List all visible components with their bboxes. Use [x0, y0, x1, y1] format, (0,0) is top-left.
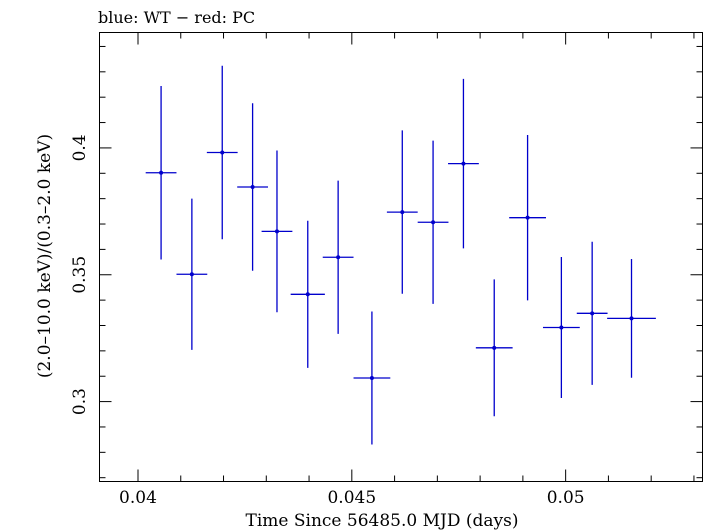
y-axis-label: (2.0–10.0 keV)/(0.3–2.0 keV) — [35, 134, 55, 378]
point-marker — [159, 170, 164, 175]
point-marker — [369, 376, 374, 381]
data-point — [353, 311, 391, 445]
data-point — [542, 257, 580, 399]
data-point — [322, 180, 354, 334]
point-marker — [305, 292, 310, 297]
y-tick-label: 0.4 — [70, 134, 90, 161]
data-point — [145, 86, 177, 260]
data-point — [448, 78, 479, 249]
data-points — [145, 65, 656, 445]
y-tick-label: 0.35 — [70, 256, 90, 294]
point-marker — [461, 161, 466, 166]
data-point — [290, 220, 325, 368]
point-marker — [189, 272, 194, 277]
x-tick-label: 0.04 — [119, 488, 157, 508]
y-tick-label: 0.3 — [70, 388, 90, 415]
data-point — [576, 241, 608, 385]
point-marker — [250, 184, 255, 189]
point-marker — [274, 229, 279, 234]
plot-frame — [99, 32, 703, 482]
axis-ticks: 0.04 0.045 0.05 0.3 0.35 0.4 — [70, 32, 703, 508]
data-point — [509, 134, 546, 301]
data-point — [607, 259, 656, 378]
data-point — [475, 279, 513, 417]
x-tick-label: 0.045 — [327, 488, 376, 508]
point-marker — [220, 150, 225, 155]
point-marker — [336, 255, 341, 260]
data-point — [176, 198, 208, 350]
point-marker — [400, 210, 405, 215]
point-marker — [629, 316, 634, 321]
data-point — [386, 130, 418, 294]
data-point — [206, 65, 238, 240]
point-marker — [431, 220, 436, 225]
point-marker — [559, 325, 564, 330]
x-axis-label: Time Since 56485.0 MJD (days) — [246, 511, 519, 531]
chart-title: blue: WT − red: PC — [98, 8, 255, 27]
point-marker — [590, 311, 595, 316]
point-marker — [492, 345, 497, 350]
point-marker — [525, 215, 530, 220]
data-point — [417, 140, 449, 304]
data-point — [261, 150, 293, 313]
data-point — [237, 103, 268, 271]
x-tick-label: 0.05 — [547, 488, 585, 508]
